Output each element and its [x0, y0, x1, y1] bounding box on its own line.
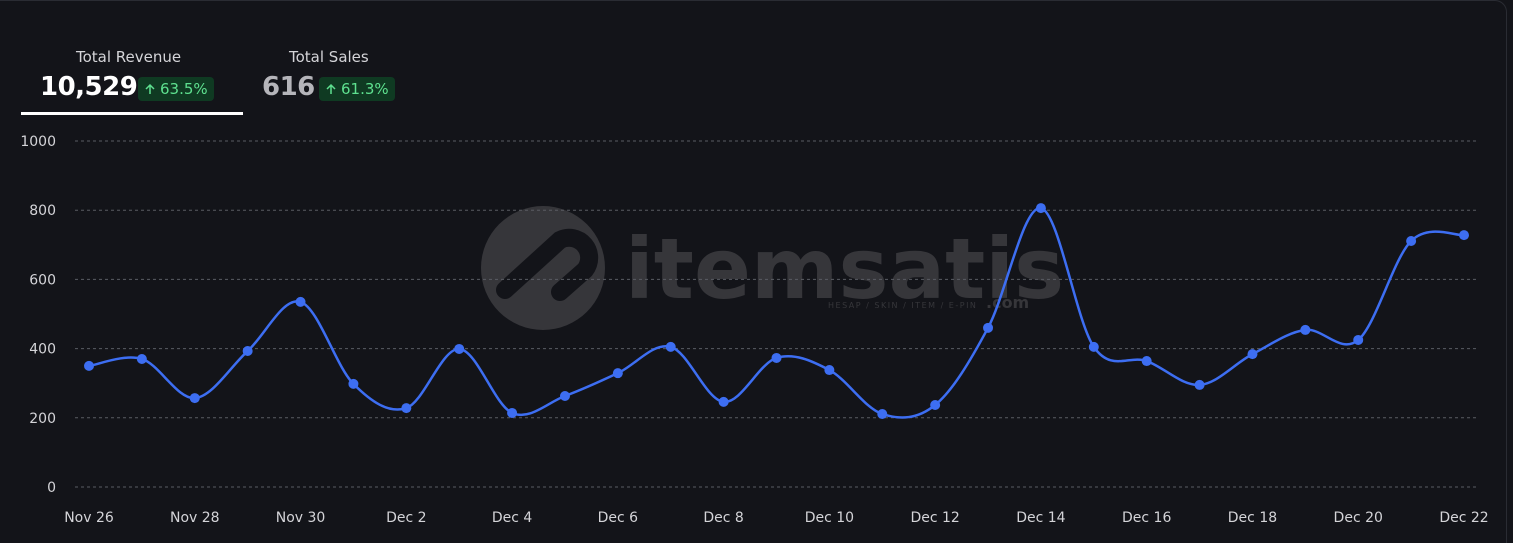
up-arrow: [326, 83, 336, 94]
tab-value: 10,529: [40, 72, 138, 102]
change-text: 63.5%: [160, 80, 208, 98]
change-badge: 63.5%: [138, 77, 214, 101]
revenue-tab[interactable]: Total Revenue 10,529 63.5%: [21, 44, 243, 115]
tab-value: 616: [262, 72, 315, 102]
change-badge: 61.3%: [319, 77, 395, 101]
sales-tab[interactable]: Total Sales 616 61.3%: [262, 44, 412, 114]
change-text: 61.3%: [341, 80, 389, 98]
up-arrow: [145, 83, 155, 94]
tab-label: Total Revenue: [76, 48, 182, 66]
tab-label: Total Sales: [289, 48, 369, 66]
